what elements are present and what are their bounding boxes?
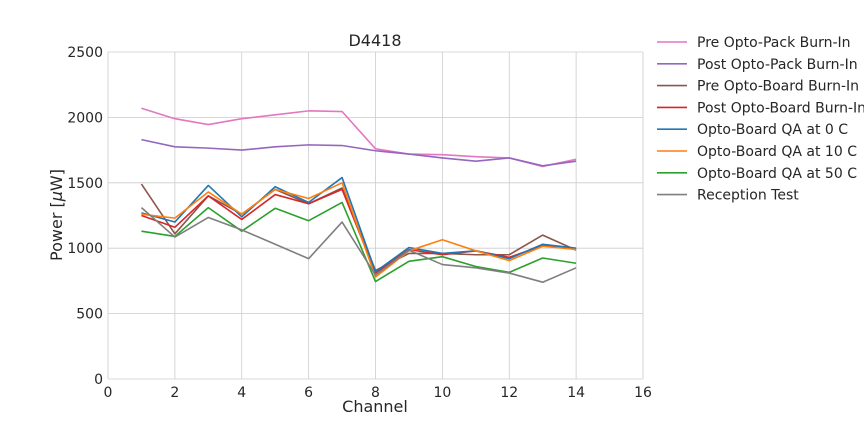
x-tick-label: 10	[433, 385, 451, 401]
legend-label: Post Opto-Pack Burn-In	[697, 57, 858, 73]
legend-label: Opto-Board QA at 10 C	[697, 144, 857, 160]
legend-label: Opto-Board QA at 0 C	[697, 122, 848, 138]
y-axis-label-prefix: Power [	[47, 201, 66, 261]
x-tick-label: 16	[634, 385, 652, 401]
series-line-6	[141, 182, 577, 278]
series-line-5	[141, 176, 577, 273]
y-tick-label: 0	[94, 372, 103, 388]
y-axis-label-suffix: W]	[47, 169, 66, 191]
y-axis-label: Power [μW]	[47, 169, 66, 261]
y-tick-labels: 0 500 1000 1500 2000 2500	[67, 45, 103, 388]
x-tick-label: 4	[237, 385, 246, 401]
y-tick-label: 500	[76, 307, 103, 323]
x-tick-label: 2	[170, 385, 179, 401]
series-line-2	[141, 138, 577, 167]
grid	[107, 51, 644, 380]
legend-label: Pre Opto-Pack Burn-In	[697, 35, 851, 51]
y-tick-label: 2500	[67, 45, 103, 61]
series-lines	[140, 107, 577, 284]
y-tick-label: 2000	[67, 110, 103, 126]
x-tick-label: 8	[371, 385, 380, 401]
legend-label: Pre Opto-Board Burn-In	[697, 79, 859, 95]
y-tick-label: 1000	[67, 241, 103, 257]
y-tick-label: 1500	[67, 176, 103, 192]
y-axis-label-mu: μ	[47, 191, 66, 202]
legend: Pre Opto-Pack Burn-In Post Opto-Pack Burn…	[657, 35, 864, 204]
x-axis-label: Channel	[342, 397, 408, 416]
legend-label: Post Opto-Board Burn-In	[697, 100, 864, 116]
x-tick-label: 6	[304, 385, 313, 401]
x-tick-labels: 0 2 4 6 8 10 12 14 16	[104, 385, 652, 401]
x-tick-label: 0	[104, 385, 113, 401]
x-tick-label: 14	[567, 385, 585, 401]
legend-label: Reception Test	[697, 188, 799, 204]
legend-label: Opto-Board QA at 50 C	[697, 166, 857, 182]
x-tick-label: 12	[500, 385, 518, 401]
chart-title: D4418	[348, 31, 401, 50]
series-line-8	[140, 207, 577, 284]
